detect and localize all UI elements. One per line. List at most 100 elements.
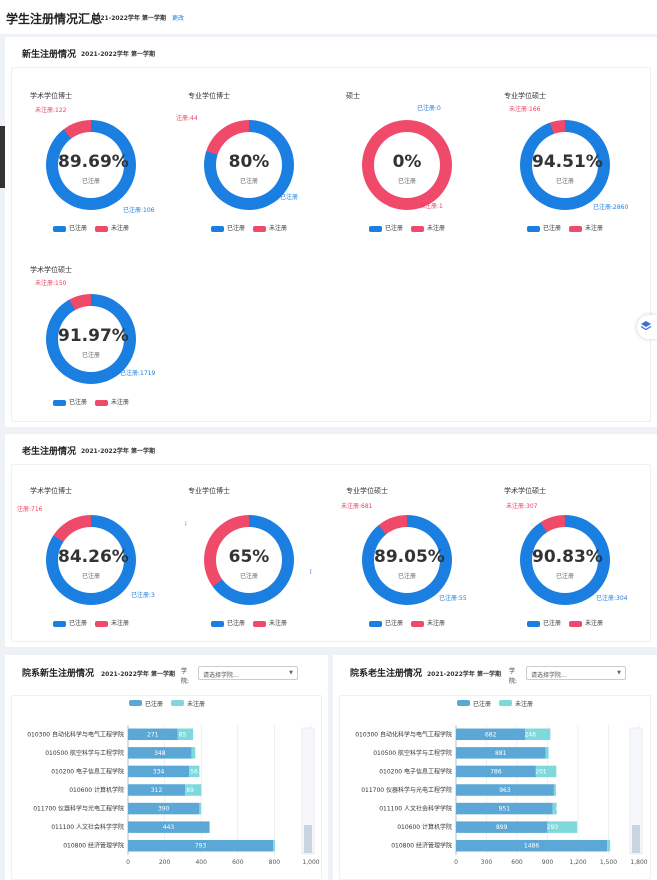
x-tick-label: 900 [542,859,554,866]
x-tick-label: 200 [159,859,171,866]
legend-item-unregistered[interactable]: 未注册 [569,223,603,232]
slider-track[interactable] [629,727,643,855]
bar-registered[interactable] [456,784,554,796]
legend-item-unregistered[interactable]: 未注册 [95,618,129,627]
slider-track[interactable] [301,727,315,855]
zoom-slider[interactable] [629,727,643,855]
donut-ring[interactable]: 90.83% 已注册 [520,515,610,605]
bar-unregistered[interactable] [191,747,196,759]
bar-registered[interactable] [456,839,608,852]
bar-value-label: 348 [154,750,166,757]
donut-block: 学术学位硕士 91.97% 已注册 已注册:1719 未注册:150 已注册 未注册 [15,255,155,415]
bar-unregistered[interactable] [552,802,557,815]
bar-registered[interactable] [456,747,546,759]
donut-ring[interactable]: 0% 已注册 [362,120,452,210]
bar-registered[interactable] [128,784,186,796]
donut-hole: 91.97% 已注册 [58,306,129,372]
legend-item-unregistered[interactable]: 未注册 [411,618,445,627]
slider-handle[interactable] [632,825,640,853]
legend-item-registered[interactable]: 已注册 [211,223,245,232]
bar-unregistered[interactable] [185,784,202,796]
bar-unregistered[interactable] [553,784,556,796]
legend-item-registered[interactable]: 已注册 [53,618,87,627]
legend-item-unregistered[interactable]: 未注册 [253,223,287,232]
donut-ring[interactable]: 84.26% 已注册 [46,515,136,605]
legend-swatch [95,399,109,406]
dept-old-college-select[interactable]: 请选择学院... ▼ [526,666,626,680]
donut-block: 专业学位博士 80% 已注册 已注册 注册:44 已注册 未注册 [173,81,313,241]
y-category-label: 011100 人文社会科学学院 [51,823,124,831]
legend-item-unregistered[interactable]: 未注册 [411,223,445,232]
bar-value-label: 682 [485,731,497,738]
bar-value-label: 793 [195,843,207,850]
bar-value-label: 2 [610,843,614,850]
floating-tool-button[interactable] [637,315,657,339]
bar-unregistered[interactable] [547,821,578,833]
legend-label-unregistered[interactable]: 未注册 [515,700,533,708]
bar-unregistered[interactable] [209,821,210,833]
registered-count-label: 已注册:1719 [120,370,156,377]
sidebar-collapse-handle[interactable] [0,126,5,188]
y-category-label: 010300 自动化科学与电气工程学院 [355,730,452,738]
bar-unregistered[interactable] [535,765,557,778]
dept-old-select-placeholder: 请选择学院... [531,672,567,679]
bar-unregistered[interactable] [199,802,202,815]
legend-item-registered[interactable]: 已注册 [527,618,561,627]
bar-registered[interactable] [456,765,536,778]
bar-registered[interactable] [128,765,190,778]
zoom-slider[interactable] [301,727,315,855]
legend-swatch [211,620,224,627]
legend-label: 未注册 [111,225,130,232]
legend-item-registered[interactable]: 已注册 [527,223,561,232]
legend-item-unregistered[interactable]: 未注册 [253,618,287,627]
donut-percent: 84.26% [58,547,129,567]
legend-item-registered[interactable]: 已注册 [211,618,245,627]
change-term-link[interactable]: 更改 [172,15,185,22]
legend-item-registered[interactable]: 已注册 [53,397,87,406]
legend-item-registered[interactable]: 已注册 [53,223,87,232]
bar-unregistered[interactable] [189,765,200,778]
legend-swatch [369,620,382,627]
registered-count-label: 已注册:304 [596,595,628,602]
bar-unregistered[interactable] [545,747,549,759]
bar-registered[interactable] [128,802,200,815]
legend-label-unregistered[interactable]: 未注册 [187,700,205,708]
bar-unregistered[interactable] [273,839,275,852]
donut-block: 硕士 0% 已注册 已注册:0 未注册:1 已注册 未注册 [331,81,471,241]
donut-hole: 65% 已注册 [216,527,282,593]
legend-label-registered[interactable]: 已注册 [473,700,491,708]
donut-legend: 已注册 未注册 [53,397,137,406]
slider-handle[interactable] [304,825,312,853]
bar-registered[interactable] [128,747,192,759]
new-students-term: 2021-2022学年 第一学期 [81,51,155,58]
dept-new-college-select[interactable]: 请选择学院... ▼ [198,666,298,680]
bar-registered[interactable] [456,728,526,741]
bar-value-label: 246 [525,731,537,738]
legend-item-unregistered[interactable]: 未注册 [95,397,129,406]
legend-item-unregistered[interactable]: 未注册 [569,618,603,627]
legend-item-registered[interactable]: 已注册 [369,618,403,627]
donut-ring[interactable]: 65% 已注册 [204,515,294,605]
legend-item-unregistered[interactable]: 未注册 [95,223,129,232]
donut-ring[interactable]: 94.51% 已注册 [520,120,610,210]
bar-value-label: 2 [557,787,561,794]
donut-ring[interactable]: 89.05% 已注册 [362,515,452,605]
bar-registered[interactable] [128,728,178,741]
donut-ring[interactable]: 89.69% 已注册 [46,120,136,210]
bar-registered[interactable] [456,802,553,815]
legend-label: 已注册 [69,225,88,232]
legend-label-registered[interactable]: 已注册 [145,700,163,708]
bar-registered[interactable] [128,821,210,833]
legend-item-registered[interactable]: 已注册 [369,223,403,232]
page-title: 学生注册情况汇总 [6,12,103,26]
unregistered-count-label: 未注册:122 [35,107,67,114]
donut-title: 学术学位博士 [30,487,72,495]
donut-title: 专业学位硕士 [346,487,388,495]
bar-unregistered[interactable] [177,728,194,741]
bar-registered[interactable] [128,839,274,852]
bar-unregistered[interactable] [525,728,551,741]
bar-unregistered[interactable] [607,839,611,852]
donut-percent: 0% [392,152,422,172]
unregistered-count-label: 注册:44 [176,115,198,122]
bar-registered[interactable] [456,821,548,833]
